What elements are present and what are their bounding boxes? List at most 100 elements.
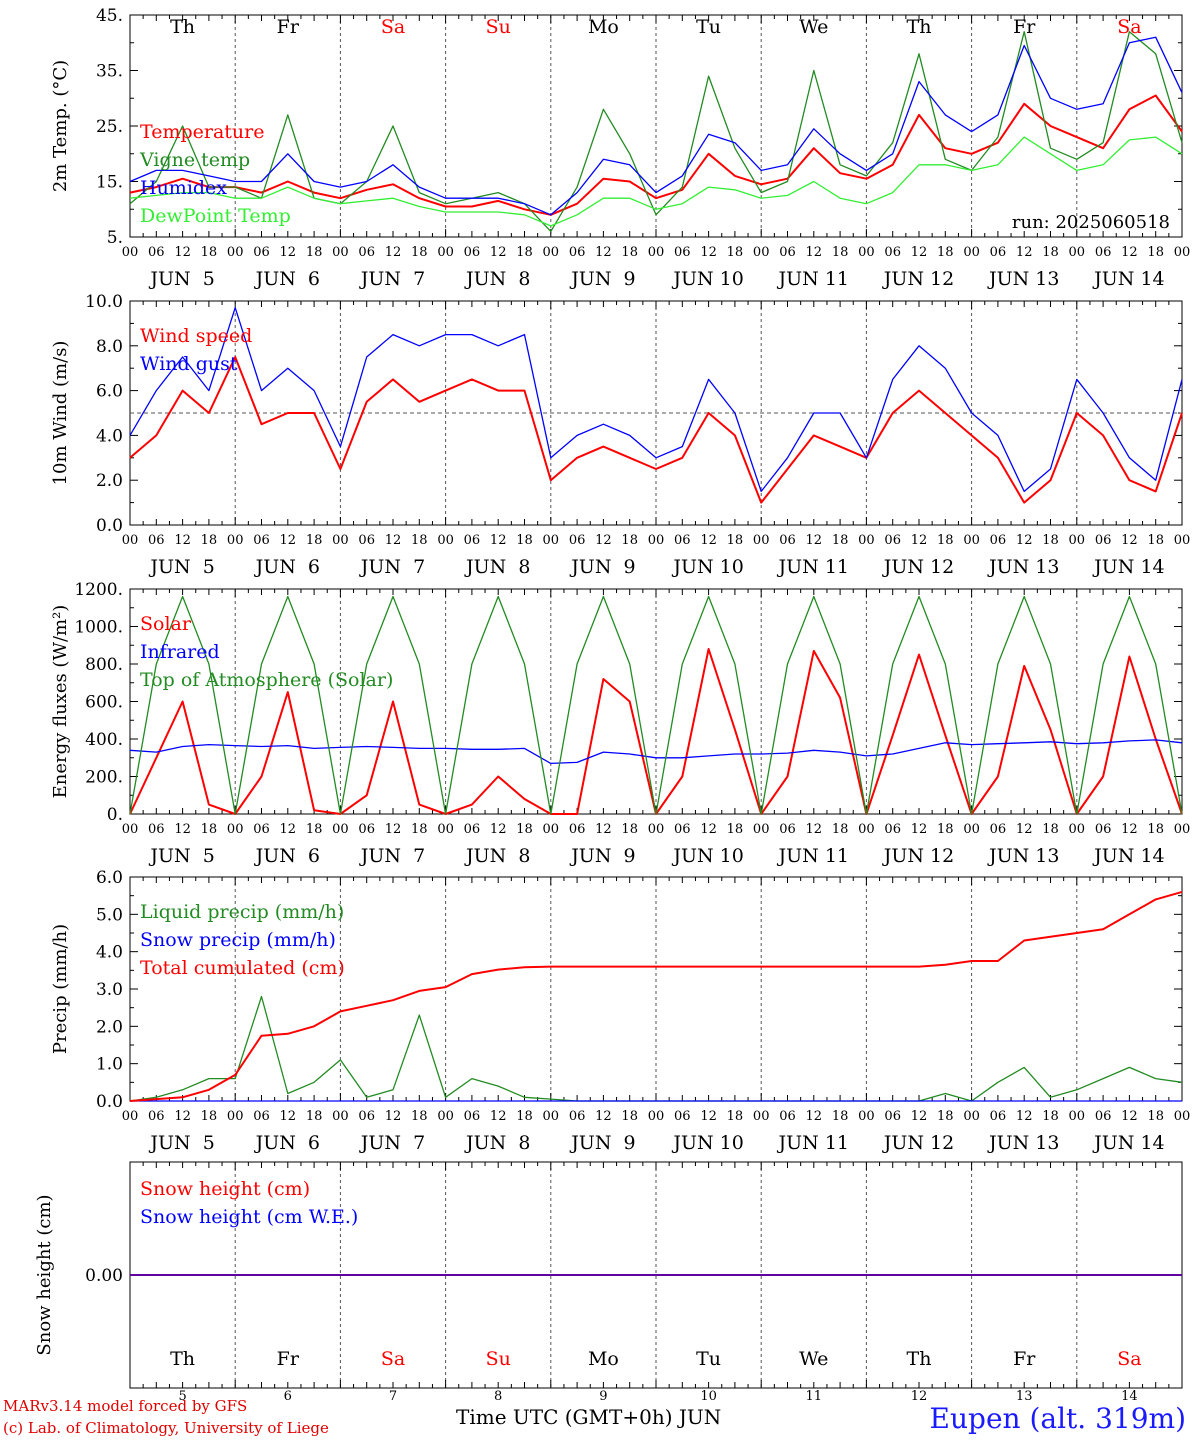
hour-tick-label: 18 bbox=[201, 822, 218, 837]
y-tick-label: 15. bbox=[96, 173, 123, 193]
date-label: JUN 14 bbox=[1092, 1132, 1164, 1154]
hour-tick-label: 00 bbox=[1069, 533, 1086, 548]
hour-tick-label: 12 bbox=[1016, 533, 1033, 548]
hour-tick-label: 06 bbox=[569, 822, 586, 837]
legend-entry: Total cumulated (cm) bbox=[140, 957, 345, 979]
hour-tick-label: 12 bbox=[1016, 1109, 1033, 1124]
date-label: JUN 7 bbox=[359, 845, 425, 867]
hour-tick-label: 00 bbox=[437, 1109, 454, 1124]
legend-entry: Infrared bbox=[140, 641, 220, 663]
day-number-label: 8 bbox=[494, 1389, 502, 1404]
hour-tick-label: 12 bbox=[490, 822, 507, 837]
hour-tick-label: 18 bbox=[727, 822, 744, 837]
hour-tick-label: 12 bbox=[806, 1109, 823, 1124]
hour-tick-label: 18 bbox=[306, 1109, 323, 1124]
hour-tick-label: 12 bbox=[1016, 822, 1033, 837]
date-label: JUN 13 bbox=[987, 1132, 1059, 1154]
hour-tick-label: 00 bbox=[227, 822, 244, 837]
date-label: JUN 9 bbox=[569, 845, 635, 867]
hour-tick-label: 00 bbox=[437, 822, 454, 837]
y-tick-label: 3.0 bbox=[96, 980, 123, 1000]
y-tick-label: 5.0 bbox=[96, 905, 123, 925]
hour-tick-label: 12 bbox=[1121, 533, 1138, 548]
hour-tick-label: 12 bbox=[490, 245, 507, 260]
hour-tick-label: 18 bbox=[1147, 533, 1164, 548]
hour-tick-label: 18 bbox=[306, 822, 323, 837]
date-label: JUN 9 bbox=[569, 268, 635, 290]
date-label: JUN 12 bbox=[882, 556, 954, 578]
hour-tick-label: 06 bbox=[884, 1109, 901, 1124]
date-label: JUN 12 bbox=[882, 268, 954, 290]
hour-tick-label: 18 bbox=[621, 245, 638, 260]
hour-tick-label: 00 bbox=[332, 533, 349, 548]
hour-tick-label: 00 bbox=[963, 245, 980, 260]
hour-tick-label: 12 bbox=[174, 533, 191, 548]
series-line bbox=[129, 595, 1183, 815]
y-tick-label: 1200. bbox=[74, 580, 123, 600]
date-label: JUN 14 bbox=[1092, 845, 1164, 867]
panel-frame bbox=[129, 588, 1183, 815]
day-name-label: Fr bbox=[1013, 16, 1036, 38]
hour-tick-label: 00 bbox=[122, 822, 139, 837]
legend-entry: Snow precip (mm/h) bbox=[140, 929, 336, 951]
hour-tick-label: 00 bbox=[858, 1109, 875, 1124]
legend-entry: DewPoint Temp bbox=[140, 205, 291, 227]
date-label: JUN 12 bbox=[882, 1132, 954, 1154]
hour-tick-label: 18 bbox=[201, 533, 218, 548]
date-label: JUN 13 bbox=[987, 556, 1059, 578]
hour-tick-label: 06 bbox=[779, 1109, 796, 1124]
hour-tick-label: 12 bbox=[1121, 1109, 1138, 1124]
hour-tick-label: 18 bbox=[411, 245, 428, 260]
y-axis-label: Precip (mm/h) bbox=[50, 924, 71, 1054]
hour-tick-label: 12 bbox=[700, 822, 717, 837]
day-name-label: Mo bbox=[588, 16, 619, 38]
hour-tick-label: 00 bbox=[963, 822, 980, 837]
hour-tick-label: 00 bbox=[332, 1109, 349, 1124]
hour-tick-label: 18 bbox=[516, 245, 533, 260]
y-tick-label: 25. bbox=[96, 117, 123, 137]
y-tick-label: 600. bbox=[85, 693, 123, 713]
hour-tick-label: 06 bbox=[569, 245, 586, 260]
hour-tick-label: 00 bbox=[858, 822, 875, 837]
hour-tick-label: 18 bbox=[727, 245, 744, 260]
day-name-label: Sa bbox=[381, 16, 405, 38]
hour-tick-label: 06 bbox=[569, 1109, 586, 1124]
hour-tick-label: 00 bbox=[332, 245, 349, 260]
y-tick-label: 8.0 bbox=[96, 337, 123, 357]
hour-tick-label: 12 bbox=[1016, 245, 1033, 260]
y-tick-label: 2.0 bbox=[96, 1017, 123, 1037]
series-line bbox=[129, 356, 1183, 504]
date-label: JUN 11 bbox=[777, 268, 849, 290]
day-number-label: 7 bbox=[389, 1389, 397, 1404]
legend-entry: Solar bbox=[140, 613, 192, 635]
hour-tick-label: 00 bbox=[543, 1109, 560, 1124]
hour-tick-label: 18 bbox=[516, 822, 533, 837]
date-label: JUN 6 bbox=[254, 1132, 320, 1154]
hour-tick-label: 06 bbox=[464, 1109, 481, 1124]
date-label: JUN 10 bbox=[671, 556, 743, 578]
hour-tick-label: 12 bbox=[595, 533, 612, 548]
hour-tick-label: 12 bbox=[806, 245, 823, 260]
date-label: JUN 8 bbox=[464, 1132, 530, 1154]
hour-tick-label: 06 bbox=[674, 533, 691, 548]
day-name-label: Su bbox=[486, 1348, 511, 1370]
day-name-label: Sa bbox=[1117, 1348, 1141, 1370]
hour-tick-label: 06 bbox=[464, 822, 481, 837]
date-label: JUN 11 bbox=[777, 1132, 849, 1154]
legend-entry: Vigne temp bbox=[139, 149, 250, 171]
hour-tick-label: 06 bbox=[253, 1109, 270, 1124]
hour-tick-label: 18 bbox=[201, 1109, 218, 1124]
hour-tick-label: 12 bbox=[174, 1109, 191, 1124]
y-tick-label: 10.0 bbox=[85, 292, 123, 312]
hour-tick-label: 00 bbox=[122, 1109, 139, 1124]
hour-tick-label: 18 bbox=[1147, 822, 1164, 837]
hour-tick-label: 12 bbox=[385, 822, 402, 837]
day-number-label: 12 bbox=[911, 1389, 928, 1404]
date-label: JUN 5 bbox=[148, 845, 214, 867]
hour-tick-label: 00 bbox=[648, 1109, 665, 1124]
hour-tick-label: 06 bbox=[990, 245, 1007, 260]
hour-tick-label: 06 bbox=[779, 533, 796, 548]
series-line bbox=[129, 36, 1183, 216]
y-tick-label: 0.0 bbox=[96, 516, 123, 536]
hour-tick-label: 00 bbox=[753, 1109, 770, 1124]
